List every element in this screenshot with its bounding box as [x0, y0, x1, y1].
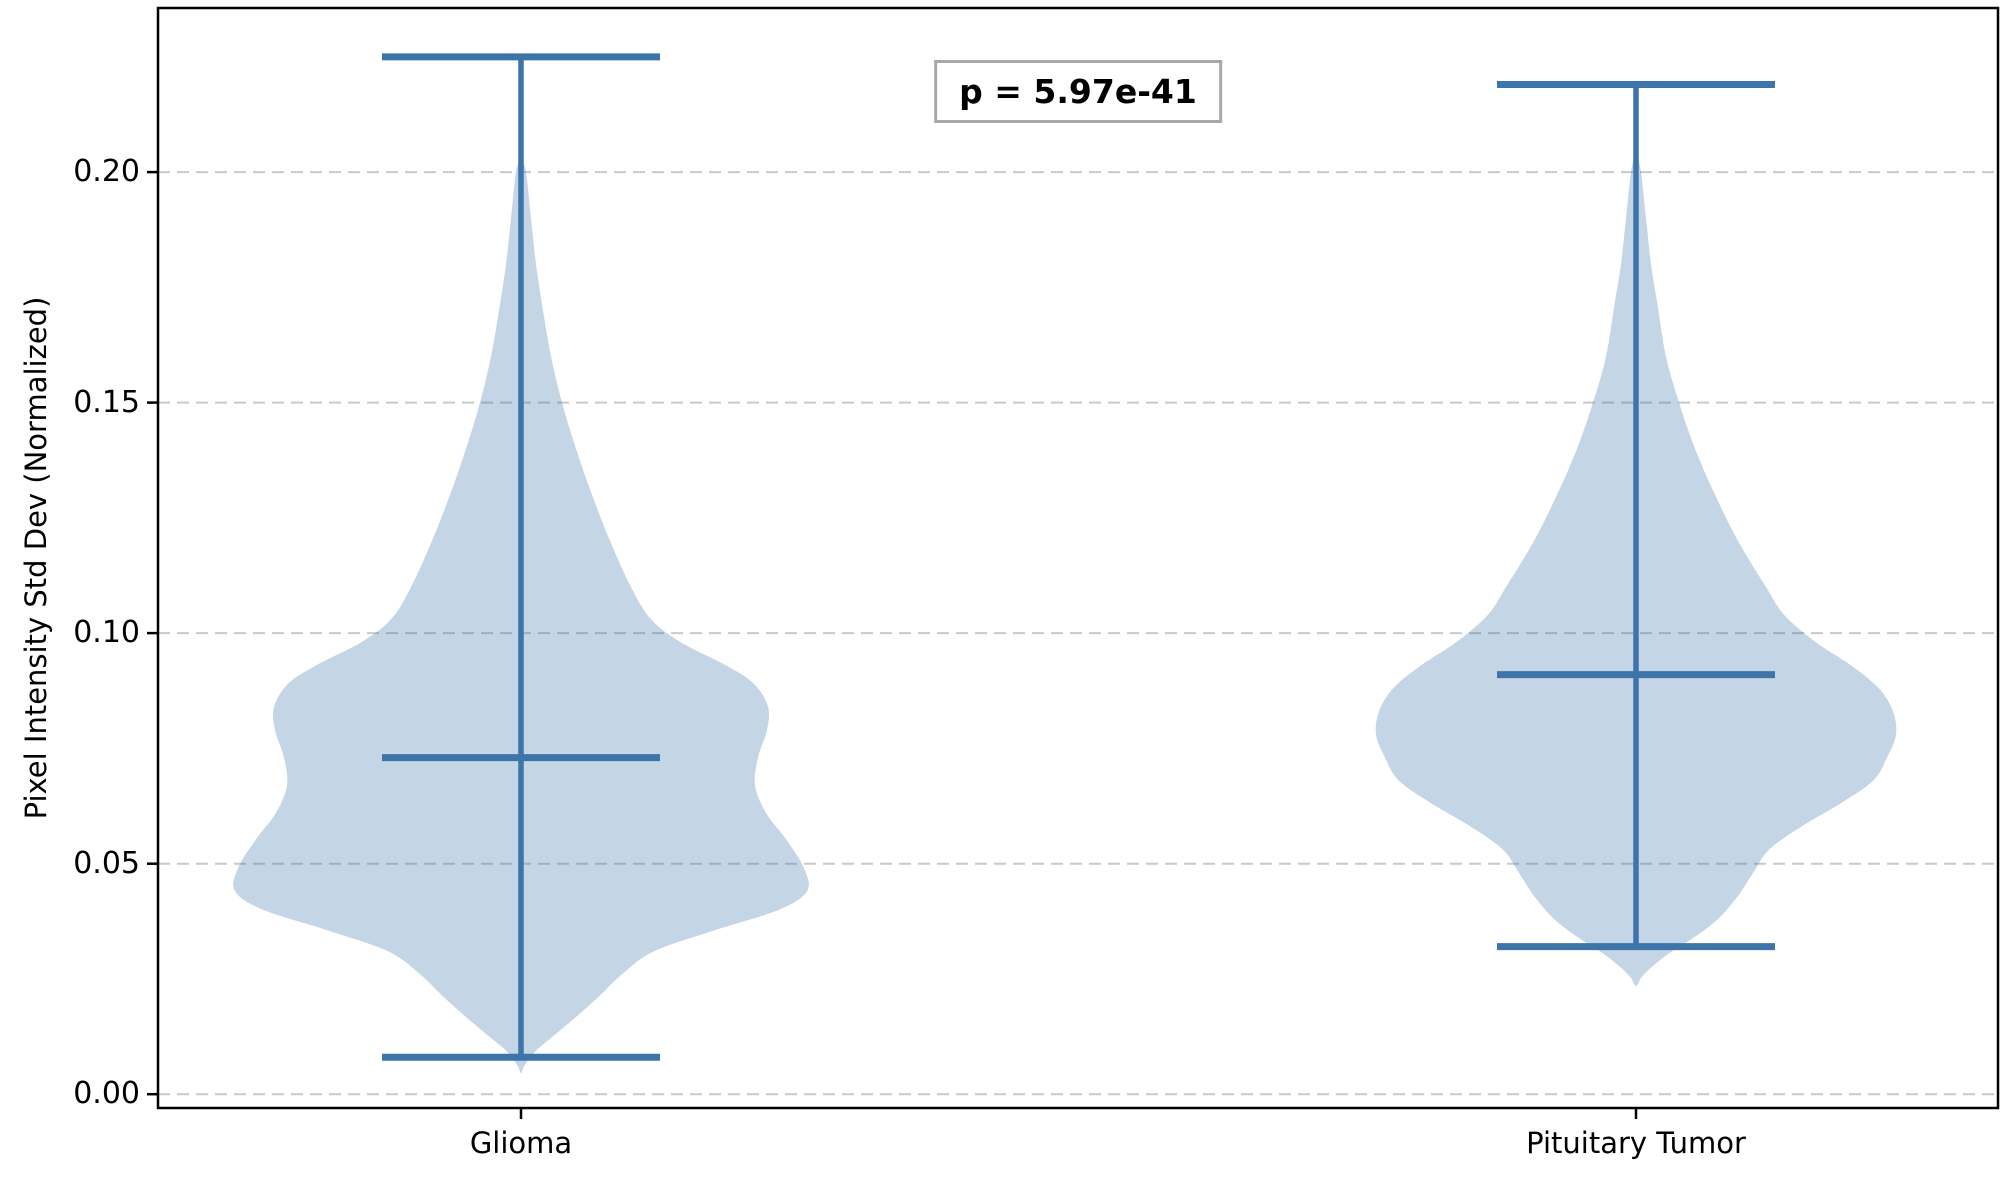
y-tick-label: 0.15 [73, 384, 140, 420]
y-axis-label: Pixel Intensity Std Dev (Normalized) [19, 296, 53, 820]
p-value-annotation: p = 5.97e-41 [934, 60, 1222, 123]
y-tick-label: 0.05 [73, 845, 140, 881]
y-tick-label: 0.00 [73, 1076, 140, 1112]
y-tick-label: 0.10 [73, 615, 140, 651]
x-tick-label-glioma: Glioma [469, 1126, 573, 1160]
x-tick-label-pituitary-tumor: Pituitary Tumor [1526, 1126, 1746, 1160]
axes-spines [156, 6, 2000, 1110]
y-tick-label: 0.20 [73, 154, 140, 190]
